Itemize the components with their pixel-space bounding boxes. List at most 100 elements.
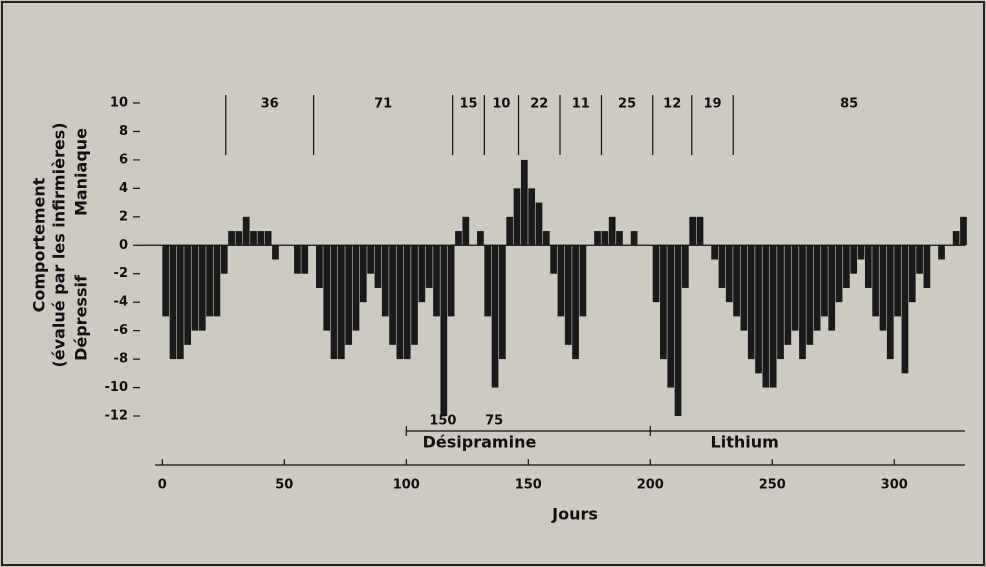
- cycle-label: 19: [703, 97, 721, 112]
- x-tick-label: 50: [275, 478, 293, 493]
- y-tick-label: -10: [105, 380, 129, 395]
- cycle-label: 71: [374, 97, 392, 112]
- bar: [301, 245, 309, 274]
- dose-label: 75: [485, 414, 503, 429]
- bar: [337, 245, 345, 360]
- bar: [894, 245, 901, 317]
- bar: [872, 245, 880, 317]
- bar: [294, 245, 301, 274]
- y-tick-label: 6: [119, 152, 128, 167]
- bar: [572, 245, 579, 360]
- treatment-label: Lithium: [711, 433, 779, 452]
- bar: [879, 245, 887, 331]
- bar: [206, 245, 213, 317]
- bar: [755, 245, 762, 374]
- bar: [257, 231, 265, 246]
- y-tick-label: -12: [105, 409, 129, 424]
- bar: [616, 231, 623, 246]
- bar: [477, 231, 484, 246]
- bar: [711, 245, 718, 260]
- bar: [813, 245, 821, 331]
- bar: [821, 245, 828, 317]
- bar: [806, 245, 814, 345]
- bar: [359, 245, 367, 303]
- bar: [520, 159, 528, 246]
- bar: [828, 245, 836, 331]
- bar: [777, 245, 784, 360]
- y-label-lower: Dépressif: [72, 274, 91, 361]
- bar: [960, 216, 967, 246]
- bar: [850, 245, 858, 274]
- bar: [740, 245, 748, 331]
- bar: [608, 216, 616, 246]
- cycle-label: 36: [261, 97, 279, 112]
- cycle-label: 11: [572, 97, 590, 112]
- x-label: Jours: [551, 505, 598, 524]
- x-tick-label: 0: [158, 478, 167, 493]
- bar: [689, 216, 697, 246]
- bar: [462, 216, 470, 246]
- bar: [864, 245, 872, 288]
- bar: [330, 245, 338, 360]
- bar: [198, 245, 206, 331]
- bar: [272, 245, 279, 260]
- bar: [857, 245, 865, 260]
- bar: [411, 245, 418, 345]
- bar: [447, 245, 455, 317]
- cycle-label: 25: [618, 97, 636, 112]
- y-tick-label: 2: [119, 209, 128, 224]
- x-tick-label: 300: [881, 478, 908, 493]
- bar: [235, 231, 243, 246]
- bar: [484, 245, 492, 317]
- bar: [579, 245, 587, 317]
- bar: [316, 245, 323, 288]
- x-tick-label: 250: [759, 478, 786, 493]
- bar: [191, 245, 199, 331]
- bar: [403, 245, 411, 360]
- bar: [747, 245, 755, 360]
- bar: [696, 216, 704, 246]
- bar: [455, 231, 462, 246]
- bar: [250, 231, 257, 246]
- bar: [952, 231, 960, 246]
- bar: [535, 202, 543, 246]
- bar: [916, 245, 923, 274]
- bar: [374, 245, 382, 288]
- bar: [542, 231, 550, 246]
- bar: [718, 245, 726, 288]
- y-tick-label: 4: [119, 181, 128, 196]
- y-tick-label: -6: [114, 323, 128, 338]
- bar: [184, 245, 192, 345]
- cycle-label: 10: [492, 97, 510, 112]
- bar: [843, 245, 850, 288]
- y-tick-label: 8: [119, 124, 128, 139]
- bar: [674, 245, 682, 416]
- bar: [791, 245, 799, 331]
- bar: [220, 245, 228, 274]
- bar: [440, 245, 448, 416]
- cycle-label: 12: [663, 97, 681, 112]
- bar: [228, 231, 235, 246]
- bar: [433, 245, 440, 317]
- x-tick-label: 150: [515, 478, 542, 493]
- bar: [601, 231, 609, 246]
- cycle-label: 15: [459, 97, 477, 112]
- bar: [550, 245, 557, 274]
- bar: [594, 231, 601, 246]
- bar: [506, 216, 514, 246]
- bar: [499, 245, 506, 360]
- y-tick-label: 10: [110, 96, 128, 111]
- bar: [725, 245, 733, 303]
- bar: [733, 245, 740, 317]
- bar: [886, 245, 894, 360]
- bar: [630, 231, 638, 246]
- bar: [667, 245, 675, 388]
- bar: [389, 245, 396, 345]
- y-tick-label: -4: [114, 295, 128, 310]
- cycle-label: 85: [840, 97, 858, 112]
- bar: [564, 245, 572, 345]
- bar: [923, 245, 931, 288]
- bar: [213, 245, 221, 317]
- bar: [681, 245, 689, 288]
- bar: [352, 245, 360, 331]
